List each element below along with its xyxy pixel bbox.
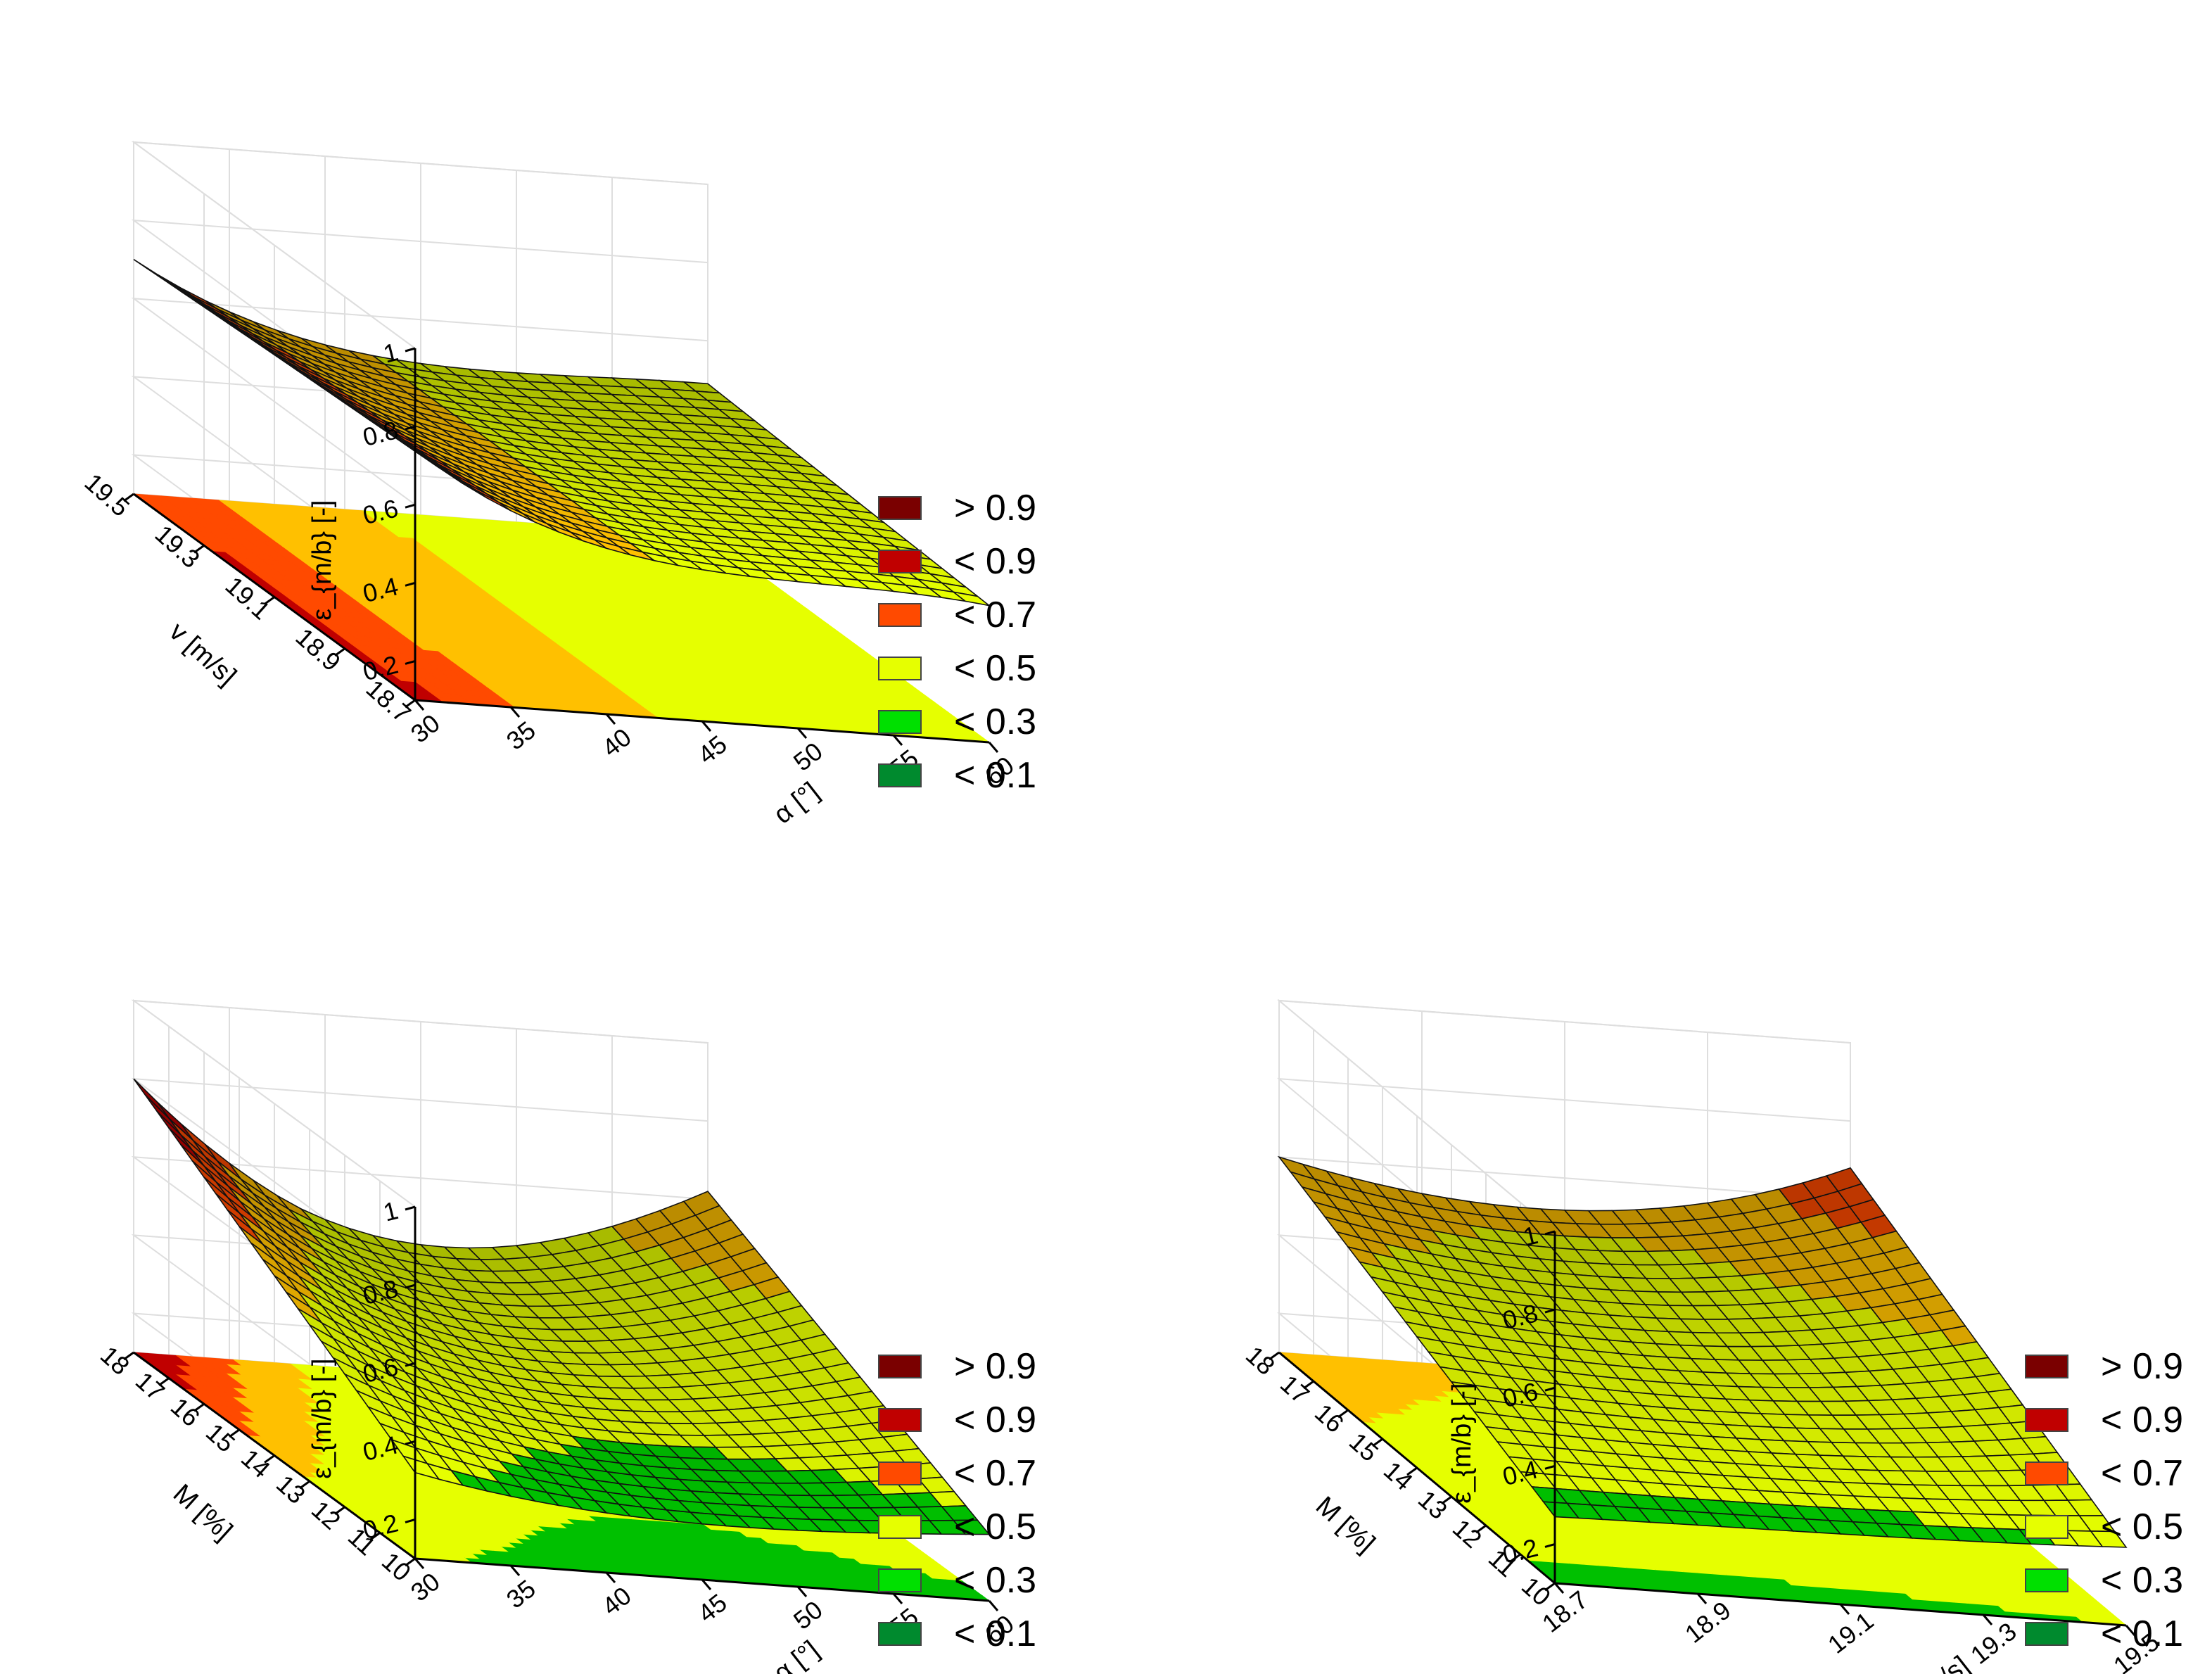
y-tick — [334, 647, 345, 657]
x-axis-label: α [°] — [768, 1635, 825, 1674]
x-axis-label: α [°] — [768, 777, 825, 830]
z-tick-label: 0.8 — [360, 415, 400, 452]
y-tick-label: 18 — [95, 1340, 135, 1381]
z-tick — [405, 503, 416, 509]
z-tick — [405, 1205, 416, 1211]
z-axis-label: ε_{m/b} [-] — [307, 1359, 337, 1479]
y-tick — [405, 699, 416, 709]
x-tick-label: 35 — [501, 716, 541, 756]
x-tick-label: 50 — [788, 1595, 828, 1635]
y-axis-label: M [%] — [167, 1478, 238, 1546]
y-axis-label: v [m/s] — [163, 617, 241, 692]
surface-cell — [953, 591, 990, 607]
z-axis-label: ε_{m/b} [-] — [307, 500, 337, 621]
y-tick-label: 19.5 — [80, 468, 136, 522]
x-tick — [414, 699, 425, 711]
y-tick — [123, 493, 134, 502]
x-tick-label: 45 — [692, 730, 732, 770]
x-tick-label: 35 — [501, 1574, 541, 1614]
y-tick — [264, 596, 275, 605]
x-tick — [796, 728, 808, 739]
x-tick-label: 40 — [597, 723, 637, 763]
x-tick — [892, 735, 903, 746]
x-tick — [701, 721, 712, 732]
z-tick — [405, 347, 416, 353]
y-tick — [193, 545, 205, 554]
x-tick — [605, 714, 616, 725]
z-tick-label: 1 — [381, 1196, 401, 1227]
x-tick-label: 30 — [405, 709, 445, 749]
z-tick — [405, 581, 416, 587]
x-tick-label: 40 — [597, 1581, 637, 1621]
x-tick — [509, 706, 521, 718]
z-tick — [405, 660, 416, 665]
x-tick-label: 30 — [405, 1567, 445, 1607]
x-tick-label: 50 — [788, 737, 828, 777]
x-tick-label: 45 — [692, 1588, 732, 1628]
x-tick — [988, 742, 999, 753]
z-tick — [405, 425, 416, 431]
